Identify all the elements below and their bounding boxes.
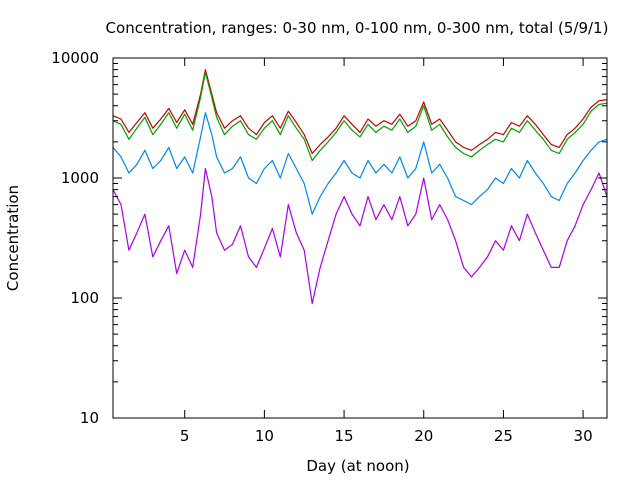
chart-title: Concentration, ranges: 0-30 nm, 0-100 nm…: [106, 19, 609, 37]
plot-frame: [112, 57, 608, 419]
series-line-4: [112, 167, 608, 305]
x-tick-label: 20: [414, 427, 433, 445]
series-line-3: [112, 112, 608, 215]
y-tick-label: 10: [80, 409, 99, 427]
x-tick-label: 30: [574, 427, 593, 445]
x-axis-label: Day (at noon): [306, 457, 409, 475]
series-line-2: [112, 71, 608, 162]
x-tick-label: 5: [180, 427, 190, 445]
y-axis-label: Concentration: [4, 185, 22, 291]
series-layer: [112, 68, 608, 305]
y-tick-label: 100: [70, 289, 99, 307]
y-tick-label: 1000: [61, 169, 99, 187]
y-tick-label: 10000: [51, 49, 99, 67]
series-line-1: [112, 68, 608, 155]
x-axis-ticks: 5 10 15 20 25 30: [180, 58, 593, 445]
x-tick-label: 10: [255, 427, 274, 445]
x-tick-label: 25: [494, 427, 513, 445]
x-tick-label: 15: [335, 427, 354, 445]
y-axis-ticks: 10 100 1000 10000: [51, 49, 607, 427]
